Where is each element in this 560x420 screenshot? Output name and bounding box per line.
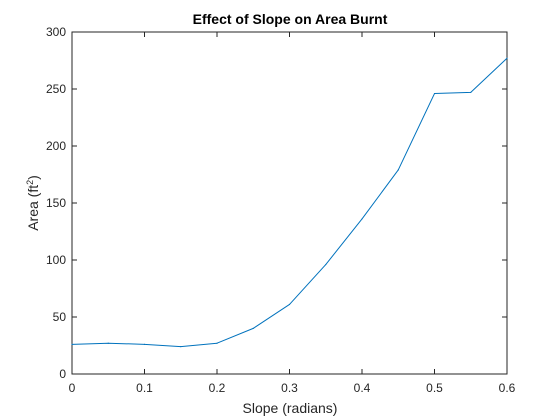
y-axis-label-end: ) <box>25 175 41 180</box>
data-point <box>325 263 327 266</box>
data-point <box>71 343 73 345</box>
y-axis-label-superscript: 2 <box>25 180 35 185</box>
x-tick-label: 0.6 <box>499 381 516 395</box>
y-axis-ticks: 0 50 100 150 200 250 300 <box>46 25 507 381</box>
y-axis-label-main: Area (ft <box>25 185 41 231</box>
data-point <box>288 303 291 306</box>
data-point <box>216 342 218 344</box>
data-point <box>180 346 182 348</box>
y-tick-label: 100 <box>46 253 66 267</box>
data-point <box>107 342 109 344</box>
x-tick-label: 0.3 <box>281 381 298 395</box>
x-tick-label: 0.1 <box>136 381 153 395</box>
data-point <box>143 343 146 345</box>
y-tick-label: 300 <box>46 25 66 39</box>
y-axis-label: Area (ft2) <box>25 175 41 231</box>
x-tick-label: 0.4 <box>354 381 371 395</box>
data-point <box>252 327 254 329</box>
data-point <box>361 218 363 220</box>
data-point <box>470 91 472 94</box>
plot-area <box>71 31 508 375</box>
data-point <box>433 92 436 95</box>
data-point <box>397 169 399 171</box>
y-tick-label: 50 <box>53 310 67 324</box>
x-axis-ticks: 0 0.1 0.2 0.3 0.4 0.5 0.6 <box>69 32 516 395</box>
x-tick-label: 0.2 <box>209 381 226 395</box>
y-tick-label: 150 <box>46 196 66 210</box>
y-tick-label: 200 <box>46 139 66 153</box>
chart-title: Effect of Slope on Area Burnt <box>193 11 388 27</box>
x-tick-label: 0 <box>69 381 76 395</box>
x-tick-label: 0.5 <box>426 381 443 395</box>
data-point <box>506 57 508 59</box>
y-tick-label: 0 <box>59 367 66 381</box>
x-axis-label: Slope (radians) <box>243 400 338 416</box>
series-layer <box>71 57 508 348</box>
axes-box <box>71 31 508 375</box>
y-tick-label: 250 <box>46 82 66 96</box>
